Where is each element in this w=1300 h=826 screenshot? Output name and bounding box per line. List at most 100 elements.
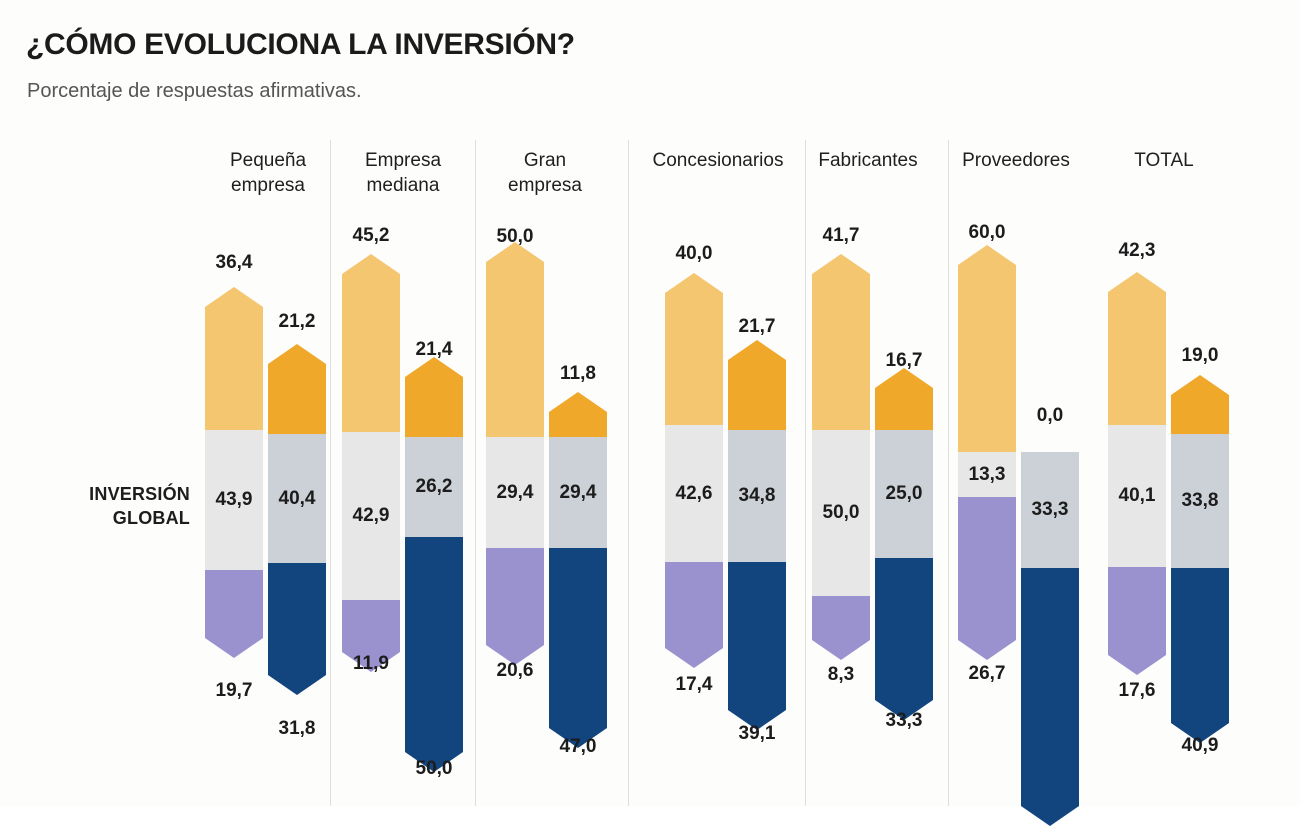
segment-bottom bbox=[812, 596, 870, 660]
bar-group-3-series-1[interactable]: 29,4 bbox=[486, 242, 544, 665]
segment-middle: 42,9 bbox=[342, 432, 400, 600]
group-header-line1: Concesionarios bbox=[652, 150, 784, 171]
segment-bottom bbox=[1108, 567, 1166, 675]
value-label-top: 19,0 bbox=[1181, 345, 1219, 366]
segment-middle: 43,9 bbox=[205, 430, 263, 570]
segment-top bbox=[549, 392, 607, 437]
segment-middle: 26,2 bbox=[405, 437, 463, 537]
value-label-bottom: 47,0 bbox=[559, 736, 597, 757]
segment-top bbox=[665, 273, 723, 425]
segment-middle-value: 34,8 bbox=[738, 485, 776, 506]
group-header-line1: Empresa bbox=[364, 150, 442, 171]
segment-top bbox=[268, 344, 326, 434]
segment-middle-value: 33,8 bbox=[1181, 490, 1219, 511]
group-header-line2: empresa bbox=[231, 175, 305, 196]
value-label-bottom: 20,6 bbox=[496, 660, 534, 681]
bar-group-2-series-2[interactable]: 26,2 bbox=[405, 357, 463, 772]
bar-group-4-series-1[interactable]: 42,6 bbox=[665, 273, 723, 668]
segment-middle: 34,8 bbox=[728, 430, 786, 562]
segment-middle-value: 40,1 bbox=[1118, 485, 1156, 506]
segment-bottom bbox=[1021, 568, 1079, 826]
bar-group-4-series-2[interactable]: 34,8 bbox=[728, 340, 786, 730]
group-header-2: Empresa mediana bbox=[303, 148, 503, 198]
group-header-7: TOTAL bbox=[1064, 148, 1264, 173]
value-label-bottom: 50,0 bbox=[415, 758, 453, 779]
value-label-top: 60,0 bbox=[968, 222, 1006, 243]
column-separator bbox=[330, 140, 331, 806]
value-label-top: 0,0 bbox=[1036, 405, 1064, 426]
group-header-line1: Pequeña bbox=[229, 150, 307, 171]
value-label-bottom: 40,9 bbox=[1181, 735, 1219, 756]
segment-top bbox=[958, 245, 1016, 452]
value-label-bottom: 33,3 bbox=[885, 710, 923, 731]
segment-bottom bbox=[205, 570, 263, 658]
bar-group-7-series-1[interactable]: 40,1 bbox=[1108, 272, 1166, 675]
segment-middle-value: 33,3 bbox=[1031, 499, 1069, 520]
value-label-top: 21,4 bbox=[415, 339, 453, 360]
segment-middle-value: 42,9 bbox=[352, 505, 390, 526]
value-label-bottom: 17,6 bbox=[1118, 680, 1156, 701]
segment-middle: 13,3 bbox=[958, 452, 1016, 497]
bar-group-6-series-2[interactable]: 33,3 bbox=[1021, 452, 1079, 826]
value-label-top: 11,8 bbox=[560, 363, 596, 384]
value-label-top: 42,3 bbox=[1118, 240, 1156, 261]
segment-top bbox=[405, 357, 463, 437]
row-label: INVERSIÓN GLOBAL bbox=[89, 484, 190, 528]
segment-middle-value: 29,4 bbox=[559, 481, 597, 503]
segment-bottom bbox=[268, 563, 326, 695]
value-label-bottom: 11,9 bbox=[353, 653, 389, 674]
bar-group-5-series-2[interactable]: 25,0 bbox=[875, 368, 933, 720]
bar-group-3-series-2[interactable]: 29,4 bbox=[549, 392, 607, 748]
group-header-line1: TOTAL bbox=[1134, 150, 1194, 171]
bar-group-1-series-2[interactable]: 40,4 bbox=[268, 344, 326, 695]
chart-plot-area: Pequeña empresa Empresa mediana Gran empresa C… bbox=[205, 140, 1264, 826]
value-label-top: 41,7 bbox=[822, 225, 860, 246]
segment-middle: 33,3 bbox=[1021, 452, 1079, 568]
segment-top bbox=[205, 287, 263, 430]
group-header-6: Proveedores bbox=[916, 148, 1116, 173]
group-header-3: Gran empresa bbox=[445, 148, 645, 198]
segment-middle-value: 50,0 bbox=[822, 502, 860, 523]
bar-group-7-series-2[interactable]: 33,8 bbox=[1171, 375, 1229, 743]
bar-group-5-series-1[interactable]: 50,0 bbox=[812, 254, 870, 660]
value-label-bottom: 39,1 bbox=[738, 723, 776, 744]
group-header-5: Fabricantes bbox=[768, 148, 968, 173]
segment-bottom bbox=[1171, 568, 1229, 743]
page-title: ¿CÓMO EVOLUCIONA LA INVERSIÓN? bbox=[26, 28, 575, 61]
segment-middle-value: 43,9 bbox=[215, 489, 253, 510]
segment-bottom bbox=[549, 548, 607, 748]
segment-middle: 29,4 bbox=[486, 437, 544, 548]
group-header-4: Concesionarios bbox=[618, 148, 818, 173]
bar-group-2-series-1[interactable]: 42,9 bbox=[342, 254, 400, 672]
value-label-top: 36,4 bbox=[215, 252, 253, 273]
segment-bottom bbox=[875, 558, 933, 720]
segment-middle: 40,1 bbox=[1108, 425, 1166, 567]
segment-top bbox=[486, 242, 544, 437]
segment-top bbox=[1171, 375, 1229, 434]
segment-middle: 25,0 bbox=[875, 430, 933, 558]
value-label-bottom: 17,4 bbox=[675, 674, 713, 695]
segment-bottom bbox=[405, 537, 463, 772]
bar-group-1-series-1[interactable]: 43,9 bbox=[205, 287, 263, 658]
segment-middle: 50,0 bbox=[812, 430, 870, 596]
segment-middle: 29,4 bbox=[549, 437, 607, 548]
column-separator bbox=[475, 140, 476, 806]
group-header-line1: Fabricantes bbox=[818, 150, 918, 171]
segment-middle-value: 25,0 bbox=[885, 483, 923, 504]
segment-middle-value: 13,3 bbox=[968, 463, 1006, 485]
segment-middle-value: 40,4 bbox=[278, 487, 316, 509]
bar-group-6-series-1[interactable]: 13,3 bbox=[958, 245, 1016, 660]
group-header-line1: Proveedores bbox=[962, 150, 1070, 171]
segment-top bbox=[1108, 272, 1166, 425]
value-label-top: 21,2 bbox=[278, 311, 316, 332]
value-label-top: 16,7 bbox=[885, 350, 923, 371]
segment-top bbox=[342, 254, 400, 432]
segment-middle-value: 29,4 bbox=[496, 481, 534, 503]
group-header-line1: Gran bbox=[523, 150, 567, 171]
segment-middle: 42,6 bbox=[665, 425, 723, 562]
value-label-bottom: 26,7 bbox=[968, 663, 1006, 684]
page-subtitle: Porcentaje de respuestas afirmativas. bbox=[27, 80, 362, 102]
segment-middle: 40,4 bbox=[268, 434, 326, 563]
segment-middle-value: 42,6 bbox=[675, 482, 713, 504]
segment-bottom bbox=[728, 562, 786, 730]
